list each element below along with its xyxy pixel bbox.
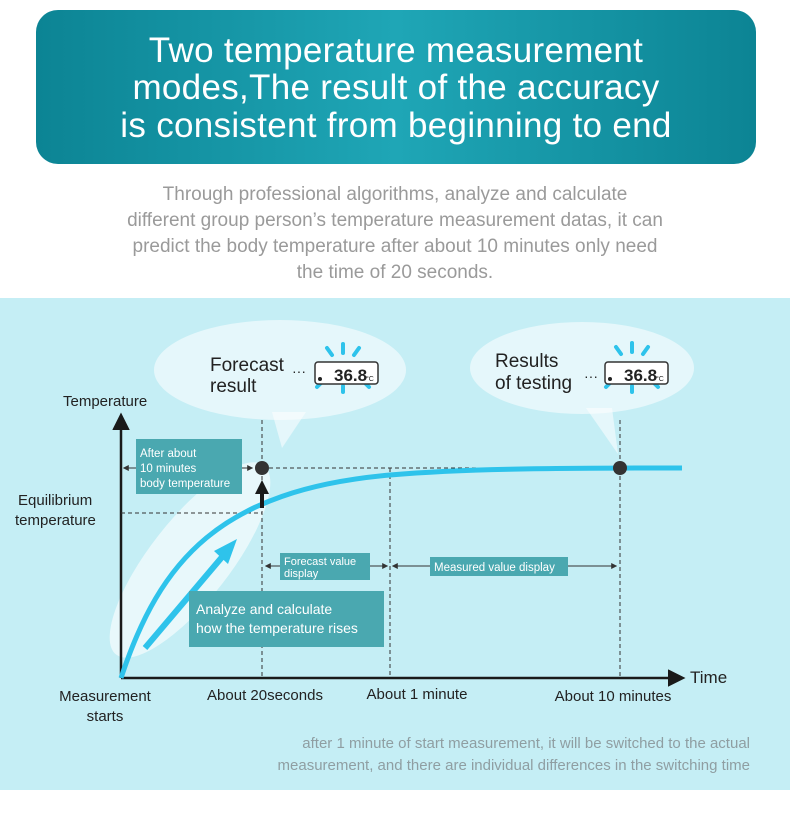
forecast-range-box — [280, 553, 370, 580]
forecast-ellipsis: ··· — [292, 363, 306, 379]
forecast-label-line-1: Forecast — [210, 355, 285, 376]
rise-arrow-head — [214, 539, 237, 564]
results-bubble-tail — [586, 408, 618, 454]
intro-line-1: Through professional algorithms, analyze… — [162, 184, 628, 205]
results-display-icon: 36.8 °C — [604, 341, 669, 394]
after-10min-box — [136, 439, 242, 494]
forecast-up-arrow-head — [255, 480, 269, 494]
tick-10-minutes: About 10 minutes — [555, 688, 672, 705]
measured-range-box — [430, 557, 568, 576]
diagram-panel: Forecast result ··· Results of testing ·… — [0, 298, 790, 790]
intro-line-3: predict the body temperature after about… — [132, 236, 658, 257]
measured-range-label: Measured value display — [434, 562, 555, 574]
forecast-display-icon: 36.8 °C — [314, 342, 379, 394]
intro-line-4: the time of 20 seconds. — [296, 262, 494, 283]
forecast-bubble-tail — [272, 412, 306, 448]
tick-1-minute: About 1 minute — [367, 686, 468, 703]
after-box-line-1: After about — [140, 448, 197, 460]
equilibrium-label-line-2: temperature — [15, 512, 96, 529]
results-bubble — [470, 322, 694, 414]
banner-title-line-2: modes,The result of the accuracy — [132, 68, 660, 107]
x-axis-label: Time — [690, 668, 727, 687]
analyze-line-1: Analyze and calculate — [196, 601, 332, 617]
rise-arrow — [142, 548, 231, 650]
forecast-unit: °C — [366, 375, 374, 383]
tick-20-seconds: About 20seconds — [207, 687, 323, 704]
equilibrium-label-line-1: Equilibrium — [18, 492, 92, 509]
origin-label-line-2: starts — [87, 708, 124, 725]
results-unit: °C — [656, 375, 664, 383]
results-reading: 36.8 — [624, 366, 657, 385]
result-point — [613, 461, 627, 475]
temperature-curve — [118, 465, 683, 679]
banner-title-line-1: Two temperature measurement — [148, 31, 644, 70]
forecast-range-line-2: display — [284, 568, 319, 580]
temperature-diagram: Forecast result ··· Results of testing ·… — [15, 320, 727, 725]
banner-title-line-3: is consistent from beginning to end — [120, 106, 672, 145]
intro-line-2: different group person’s temperature mea… — [127, 210, 663, 231]
results-ellipsis: ··· — [584, 368, 598, 384]
forecast-label-line-2: result — [210, 376, 257, 397]
after-box-line-3: body temperature — [140, 478, 230, 490]
footnote-line-2: measurement, and there are individual di… — [277, 757, 750, 774]
y-axis-label: Temperature — [63, 393, 147, 410]
analyze-box — [189, 591, 384, 647]
after-box-line-2: 10 minutes — [140, 463, 197, 475]
forecast-point — [255, 461, 269, 475]
forecast-reading: 36.8 — [334, 366, 367, 385]
results-label-line-2: of testing — [495, 373, 572, 394]
title-banner: Two temperature measurement modes,The re… — [36, 10, 756, 164]
results-label-line-1: Results — [495, 351, 558, 372]
analyze-line-2: how the temperature rises — [196, 620, 358, 636]
footnote-line-1: after 1 minute of start measurement, it … — [302, 735, 750, 752]
forecast-range-line-1: Forecast value — [284, 556, 356, 568]
origin-label-line-1: Measurement — [59, 688, 152, 705]
